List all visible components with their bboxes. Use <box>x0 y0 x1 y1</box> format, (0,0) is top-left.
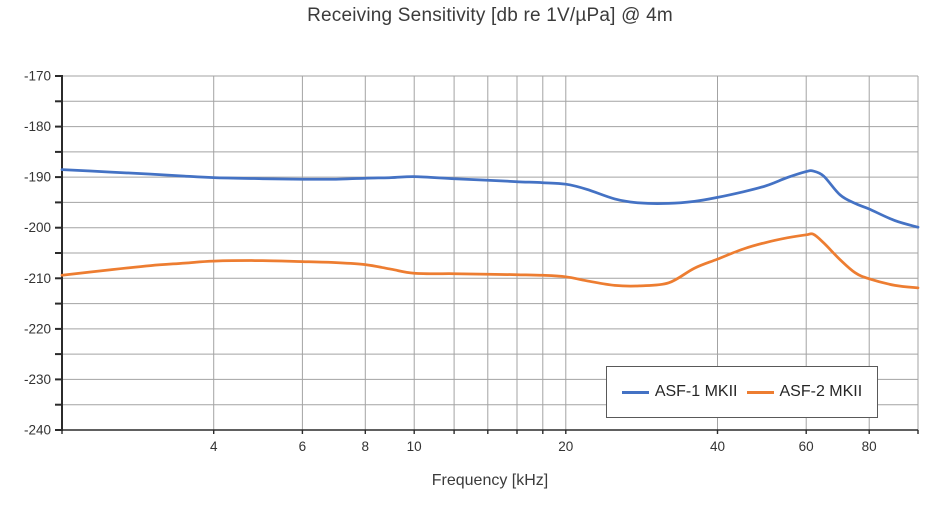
legend-label-asf2: ASF-2 MKII <box>779 383 863 400</box>
x-tick-label: 40 <box>710 439 725 454</box>
x-tick-label: 80 <box>862 439 877 454</box>
y-tick-label: -210 <box>24 271 51 286</box>
x-axis-title: Frequency [kHz] <box>431 472 549 489</box>
legend-line-sample-asf2 <box>746 390 774 394</box>
series-line-asf-2-mkii <box>60 232 920 290</box>
y-tick-label: -190 <box>24 170 51 185</box>
y-tick-label: -200 <box>24 220 51 235</box>
x-tick-label: 60 <box>799 439 814 454</box>
y-tick-label: -230 <box>24 372 51 387</box>
chart-title: Receiving Sensitivity [db re 1V/µPa] @ 4… <box>307 5 673 26</box>
series-line-asf-1-mkii <box>60 168 920 229</box>
legend-item-asf2-mkii: ASF-2 MKII <box>746 383 863 401</box>
x-tick-label: 8 <box>362 439 370 454</box>
legend-label-asf1: ASF-1 MKII <box>654 383 738 400</box>
x-tick-label: 20 <box>558 439 573 454</box>
y-tick-label: -240 <box>24 423 51 438</box>
legend-item-asf1-mkii: ASF-1 MKII <box>621 383 738 401</box>
y-tick-label: -170 <box>24 69 51 84</box>
x-tick-label: 6 <box>299 439 307 454</box>
y-tick-label: -180 <box>24 119 51 134</box>
x-tick-label: 4 <box>210 439 218 454</box>
legend-line-sample-asf1 <box>621 390 649 394</box>
y-tick-label: -220 <box>24 321 51 336</box>
chart-legend: ASF-1 MKII ASF-2 MKII <box>606 366 878 418</box>
x-tick-label: 10 <box>407 439 422 454</box>
